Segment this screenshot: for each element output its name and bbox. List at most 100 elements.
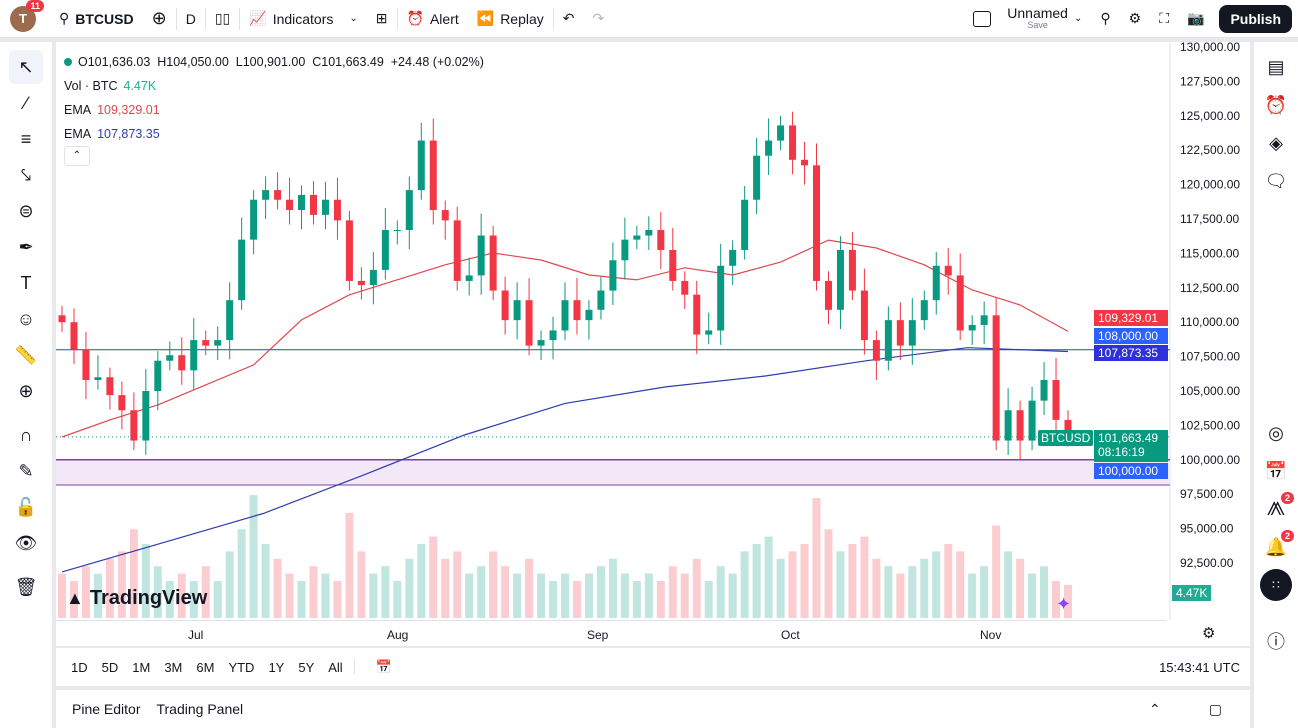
candle-body: [441, 210, 449, 221]
candle-body: [980, 315, 988, 325]
indicators-button[interactable]: 📈 Indicators ⌄: [240, 0, 367, 38]
divider: [204, 7, 206, 30]
candle-body: [621, 239, 629, 261]
watchlist-button[interactable]: ▤: [1254, 48, 1298, 86]
candle-body: [705, 330, 713, 335]
brush-tool[interactable]: ✒: [9, 230, 43, 264]
snapshot-button[interactable]: 📷: [1178, 0, 1213, 38]
price-tick: 107,500.00: [1180, 350, 1240, 364]
right-sidebar: ▤ ⏰ ◈ 🗨 ◎ 📅 ⨇ 2 🔔 2 ∷ ⓘ: [1254, 42, 1298, 728]
pattern-tool[interactable]: ⤥: [9, 158, 43, 192]
candle-body: [597, 290, 605, 310]
time-axis[interactable]: Jul Aug Sep Oct Nov: [56, 620, 1166, 646]
volume-bar: [81, 566, 90, 618]
redo-button[interactable]: ↷: [584, 0, 614, 38]
visibility-tool[interactable]: 👁: [9, 526, 43, 560]
interval-button[interactable]: D: [185, 10, 196, 27]
ideas-stream-button[interactable]: ⨇ 2: [1254, 490, 1298, 528]
layouts-button[interactable]: ⊞: [367, 0, 397, 38]
volume-bar: [884, 566, 893, 618]
projection-tool[interactable]: ⊜: [9, 194, 43, 228]
range-5d[interactable]: 5D: [101, 659, 119, 675]
range-1d[interactable]: 1D: [71, 659, 88, 675]
range-all[interactable]: All: [328, 659, 343, 675]
layers-button[interactable]: ◈: [1254, 124, 1298, 162]
stay-drawing-tool[interactable]: ✎: [9, 454, 43, 488]
publish-button[interactable]: Publish: [1219, 4, 1292, 33]
range-1m[interactable]: 1M: [132, 659, 151, 675]
price-tick: 117,500.00: [1180, 212, 1239, 226]
chart-type-button[interactable]: ▯▯: [206, 0, 239, 38]
remove-tool[interactable]: 🗑: [9, 570, 43, 604]
range-3m[interactable]: 3M: [164, 659, 183, 675]
candle-body: [573, 300, 581, 321]
magic-icon[interactable]: ✦: [1056, 594, 1072, 614]
clock[interactable]: 15:43:41 UTC: [1159, 659, 1240, 675]
price-chart[interactable]: 130,000.00 127,500.00 125,000.00 122,500.00…: [56, 42, 1250, 646]
alert-button[interactable]: ⏰ Alert: [398, 0, 468, 38]
candle-body: [453, 220, 461, 281]
bottom-panel: Pine Editor Trading Panel ⌃ ▢: [56, 690, 1250, 728]
symbol-search[interactable]: ⚲ BTCUSD: [50, 0, 143, 38]
compare-button[interactable]: ⊕: [143, 0, 176, 38]
volume-bar: [584, 573, 593, 618]
trendline-tool[interactable]: ∕: [9, 86, 43, 120]
settings-button[interactable]: ⚙: [1120, 0, 1151, 38]
fib-tool[interactable]: ≡: [9, 122, 43, 156]
pine-editor-tab[interactable]: Pine Editor: [72, 701, 141, 717]
candle-body: [932, 265, 940, 301]
zoom-tool[interactable]: ⊕: [9, 374, 43, 408]
volume-bar: [58, 573, 66, 618]
chat-button[interactable]: 🗨: [1254, 162, 1298, 200]
measure-tool[interactable]: 📏: [9, 338, 43, 372]
range-1y[interactable]: 1Y: [268, 659, 285, 675]
time-label: Jul: [188, 628, 204, 642]
candle-body: [1064, 419, 1072, 437]
candle-body: [1004, 410, 1012, 441]
ideas-badge: 2: [1280, 492, 1294, 504]
range-5y[interactable]: 5Y: [298, 659, 315, 675]
target-button[interactable]: ◎: [1254, 414, 1298, 452]
layout-menu[interactable]: Unnamed Save ⌄: [964, 0, 1091, 38]
avatar[interactable]: T 11: [10, 0, 44, 32]
quick-search-button[interactable]: ⚲: [1091, 0, 1119, 38]
price-tick: 125,000.00: [1180, 109, 1240, 123]
maximize-panel-button[interactable]: ▢: [1185, 701, 1250, 718]
replay-button[interactable]: ⏪ Replay: [468, 0, 553, 38]
candle-body: [789, 125, 797, 160]
volume-bar: [680, 573, 689, 618]
chart-pane[interactable]: 130,000.00 127,500.00 125,000.00 122,500.00…: [56, 42, 1250, 646]
volume-bar: [1016, 558, 1025, 618]
target-icon: ◎: [1268, 422, 1284, 443]
collapse-panel-button[interactable]: ⌃: [1125, 701, 1185, 718]
icons-tool[interactable]: ☺: [9, 302, 43, 336]
range-6m[interactable]: 6M: [196, 659, 215, 675]
notifications-button[interactable]: 🔔 2: [1254, 528, 1298, 566]
volume-bar: [537, 573, 546, 618]
alerts-clock-button[interactable]: ⏰: [1254, 86, 1298, 124]
apps-button[interactable]: ∷: [1254, 566, 1298, 604]
search-icon: ⚲: [59, 10, 70, 26]
candle-body: [1028, 400, 1036, 441]
candle-body: [717, 265, 725, 331]
undo-button[interactable]: ↶: [554, 0, 584, 38]
date-range-button[interactable]: 📅: [353, 659, 406, 675]
axis-settings-button[interactable]: ⚙: [1202, 624, 1215, 642]
help-button[interactable]: ⓘ: [1254, 622, 1298, 660]
lock-tool[interactable]: 🔓: [9, 490, 43, 524]
cursor-tool[interactable]: ↖: [9, 50, 43, 84]
fullscreen-button[interactable]: ⛶: [1150, 0, 1178, 38]
text-tool[interactable]: T: [9, 266, 43, 300]
volume-bar: [93, 573, 102, 618]
zone-price-label: 100,000.00: [1094, 463, 1168, 479]
collapse-legend-button[interactable]: ⌃: [64, 146, 90, 166]
trading-panel-tab[interactable]: Trading Panel: [156, 701, 244, 717]
hline-price-label: 108,000.00: [1094, 328, 1168, 344]
calendar-button[interactable]: 📅: [1254, 452, 1298, 490]
price-tick: 115,000.00: [1180, 246, 1239, 260]
volume-bar: [968, 573, 977, 618]
magnet-tool[interactable]: ∩: [9, 418, 43, 452]
candle-body: [190, 340, 198, 371]
range-ytd[interactable]: YTD: [228, 659, 255, 675]
volume-bar: [405, 558, 414, 618]
